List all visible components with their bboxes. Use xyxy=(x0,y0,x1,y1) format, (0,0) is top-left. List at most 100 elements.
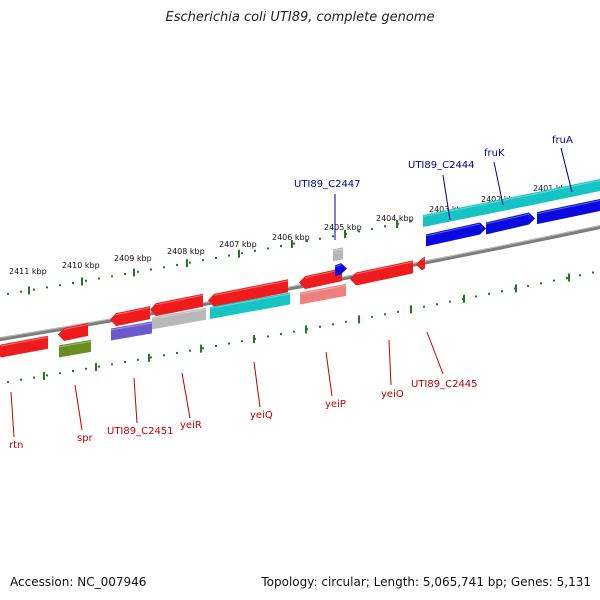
upper-minor-tick xyxy=(46,286,48,289)
lower-minor-tick xyxy=(592,271,594,274)
forward-gene-label: fruK xyxy=(484,148,505,159)
gene-spr xyxy=(58,322,88,342)
gene-spr-protein-sheen xyxy=(58,340,92,348)
lower-minor-tick xyxy=(228,342,230,345)
lower-major-tick xyxy=(148,353,150,362)
gene-uti89-c2444 xyxy=(426,222,486,247)
upper-minor-tick xyxy=(228,254,230,257)
lower-minor-tick xyxy=(501,290,503,293)
upper-minor-tick xyxy=(215,256,217,259)
gene-uti89-c2445-sheen xyxy=(421,257,426,261)
leader-line xyxy=(253,361,261,408)
forward-gene-label: UTI89_C2447 xyxy=(294,179,361,190)
lower-minor-tick xyxy=(566,276,568,279)
lower-minor-tick xyxy=(59,372,61,375)
reverse-gene-label: UTI89_C2451 xyxy=(107,426,174,437)
leader-line xyxy=(325,351,333,397)
lower-major-tick xyxy=(305,325,307,334)
reverse-gene-label: yeiO xyxy=(381,389,404,400)
upper-minor-tick xyxy=(7,292,9,295)
upper-minor-tick xyxy=(20,290,22,293)
lower-minor-tick xyxy=(111,363,113,366)
leader-line xyxy=(74,384,83,431)
lower-minor-tick xyxy=(241,340,243,343)
accession-text: Accession: NC_007946 xyxy=(10,575,147,589)
gene-uti89-c2451-protein xyxy=(111,321,152,341)
leader-line xyxy=(181,372,191,419)
gene-uti89-c2451-protein-sheen xyxy=(110,322,153,331)
lower-major-tick xyxy=(515,284,517,293)
upper-minor-tick xyxy=(85,279,87,282)
lower-major-tick xyxy=(410,305,412,314)
upper-minor-tick xyxy=(319,237,321,240)
gene-fruk-fru-cyan-sheen xyxy=(422,193,534,217)
gene-yeiq xyxy=(208,279,288,307)
scale-label: 2403 kbp xyxy=(429,205,467,214)
gene-spr-protein xyxy=(59,339,91,358)
gene-frua-cyan xyxy=(533,179,600,205)
gene-yeiq-protein xyxy=(210,292,290,320)
gene-yeir-protein-sheen xyxy=(151,308,207,320)
lower-minor-tick xyxy=(176,351,178,354)
upper-minor-tick xyxy=(98,277,100,280)
gene-yeir-protein xyxy=(152,307,206,330)
gene-fruk-sheen xyxy=(485,213,530,225)
gene-yeio-sheen xyxy=(355,261,414,275)
lower-minor-tick xyxy=(579,274,581,277)
upper-major-tick xyxy=(28,286,30,295)
lower-minor-tick xyxy=(150,356,152,359)
upper-major-tick xyxy=(344,230,346,239)
forward-gene-label: fruA xyxy=(552,135,573,146)
gene-fruk xyxy=(486,212,535,235)
scale-label: 2408 kbp xyxy=(167,247,205,256)
lower-minor-tick xyxy=(280,333,282,336)
lower-minor-tick xyxy=(371,315,373,318)
leader-line xyxy=(426,331,444,375)
leader-line xyxy=(133,377,138,424)
lower-minor-tick xyxy=(137,358,139,361)
reverse-gene-label: UTI89_C2445 xyxy=(411,379,478,390)
upper-minor-tick xyxy=(72,281,74,284)
genome-summary-text: Topology: circular; Length: 5,065,741 bp… xyxy=(261,575,591,589)
reverse-gene-label: yeiQ xyxy=(250,410,273,421)
gene-uti89-c2445 xyxy=(416,256,425,271)
lower-minor-tick xyxy=(124,361,126,364)
scale-label: 2405 kbp xyxy=(324,223,362,232)
lower-minor-tick xyxy=(163,354,165,357)
gene-rtn-sheen xyxy=(0,336,49,347)
lower-major-tick xyxy=(95,363,97,372)
lower-minor-tick xyxy=(553,279,555,282)
lower-minor-tick xyxy=(85,367,87,370)
upper-major-tick xyxy=(238,249,240,258)
lower-major-tick xyxy=(568,273,570,282)
lower-minor-tick xyxy=(319,325,321,328)
upper-minor-tick xyxy=(202,259,204,262)
gene-yeir xyxy=(150,293,203,317)
upper-minor-tick xyxy=(293,242,295,245)
lower-minor-tick xyxy=(46,374,48,377)
upper-minor-tick xyxy=(332,235,334,238)
scale-label: 2411 kbp xyxy=(9,267,47,276)
lower-minor-tick xyxy=(20,378,22,381)
leader-line xyxy=(10,391,15,438)
leader-line xyxy=(388,339,392,386)
map-title: Escherichia coli UTI89, complete genome xyxy=(165,10,435,25)
scale-label: 2410 kbp xyxy=(62,261,100,270)
lower-minor-tick xyxy=(384,313,386,316)
reverse-gene-label: spr xyxy=(77,433,94,444)
gene-yeip xyxy=(299,268,342,290)
upper-minor-tick xyxy=(306,240,308,243)
upper-minor-tick xyxy=(176,263,178,266)
lower-minor-tick xyxy=(293,330,295,333)
scale-label: 2409 kbp xyxy=(114,254,152,263)
gene-uti89-c2447 xyxy=(335,263,347,277)
lower-minor-tick xyxy=(488,292,490,295)
upper-major-tick xyxy=(186,259,188,268)
upper-major-tick xyxy=(396,220,398,229)
lower-minor-tick xyxy=(423,305,425,308)
upper-minor-tick xyxy=(254,249,256,252)
lower-minor-tick xyxy=(7,380,9,383)
gene-yeiq-sheen xyxy=(213,280,289,296)
gene-yeip-protein xyxy=(300,283,346,305)
lower-minor-tick xyxy=(332,323,334,326)
